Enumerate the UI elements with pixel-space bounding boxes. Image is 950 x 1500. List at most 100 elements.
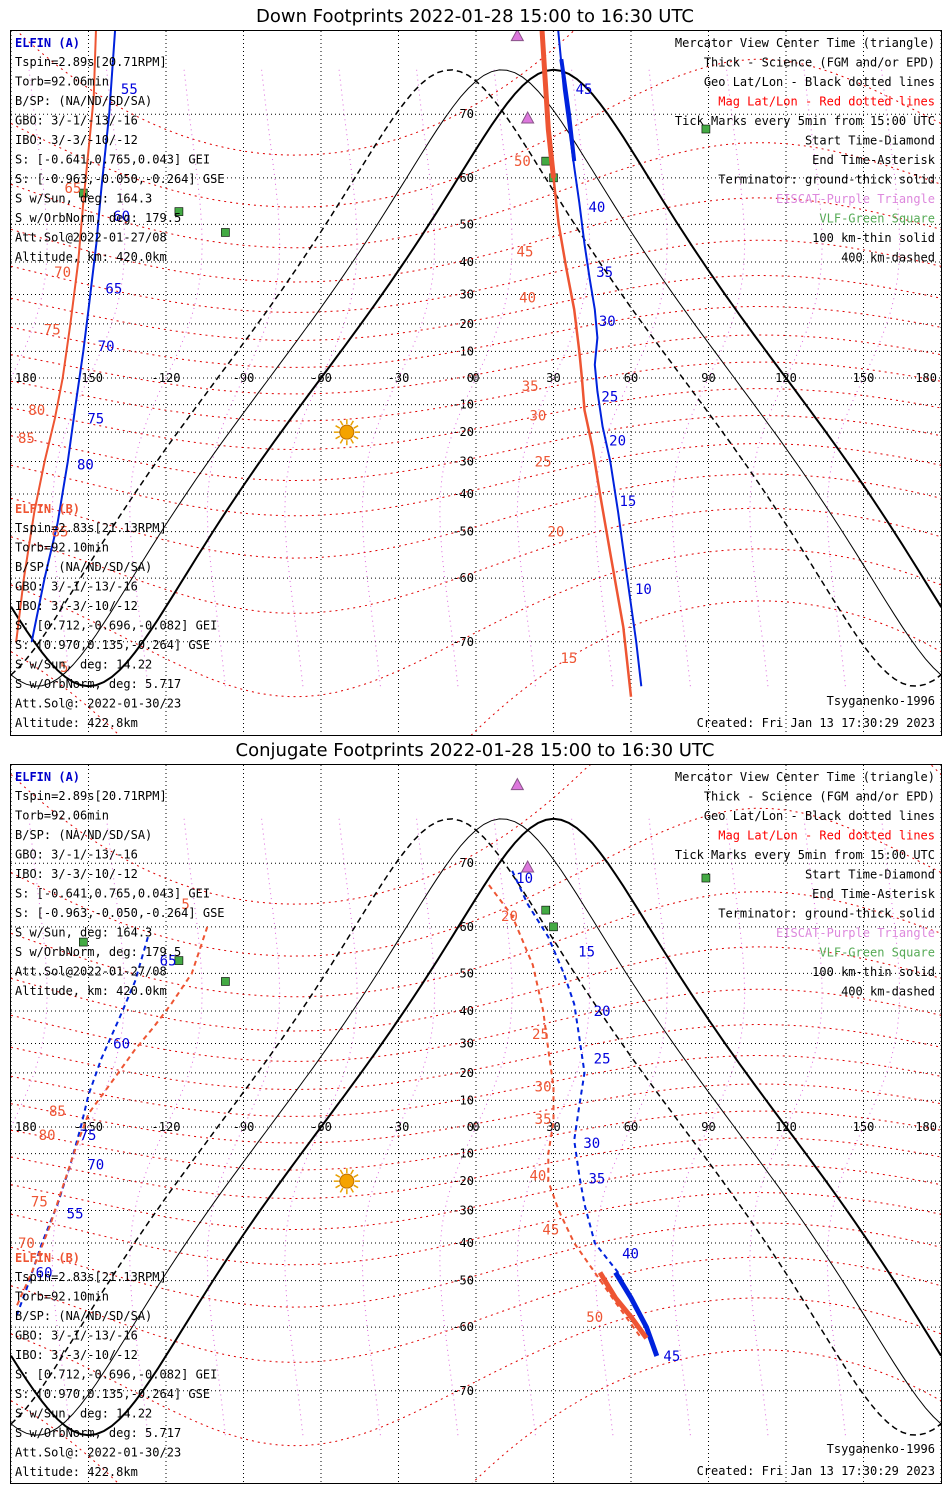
lat-tick-label: -30 (452, 1203, 474, 1217)
vlf-square-icon (174, 956, 184, 965)
vlf-square-icon (221, 977, 230, 986)
legend-entry: Thick - Science (FGM and/or EPD) (704, 56, 935, 70)
mag-lon-line (594, 818, 668, 1436)
track-a-time-label: 65 (105, 281, 122, 297)
mag-lon-line (671, 818, 746, 1436)
legend-entry: Terminator: ground-thick solid (718, 173, 935, 187)
track-a-time-label: 75 (87, 411, 104, 427)
lat-tick-label: 40 (460, 255, 474, 269)
lat-tick-label: -30 (452, 454, 474, 468)
created-label: Created: Fri Jan 13 17:30:29 2023 (697, 716, 935, 730)
sat-a-info-line: B/SP: (NA/ND/SD/SA) (15, 94, 152, 108)
sat-b-info-line: GBO: 3/-1/-13/-16 (15, 1329, 138, 1343)
lat-tick-label: 0 (467, 371, 474, 385)
sun-ray (335, 1174, 341, 1178)
track-a-time-label: 15 (620, 494, 637, 510)
terminator-ground (10, 817, 942, 1437)
sat-b-info-line: S w/OrbNorm, deg: 5.717 (15, 677, 181, 691)
sun-ray (350, 1187, 354, 1193)
mag-lon-line (129, 818, 203, 1436)
track-a-time-label: 20 (609, 434, 626, 450)
terminator-400km (10, 69, 942, 687)
sun-icon (339, 424, 355, 440)
track-b-time-label: 50 (586, 1310, 603, 1326)
legend-entry: Geo Lat/Lon - Black dotted lines (704, 809, 935, 823)
track-a-west (30, 0, 119, 642)
sat-b-info-line: Torb=92.10min (15, 1290, 109, 1304)
track-b-time-label: 20 (501, 909, 518, 925)
track-a-time-label: 35 (589, 1171, 606, 1187)
track-a-east-science (613, 1271, 660, 1357)
sun-icon (339, 1173, 355, 1189)
track-b-time-label: 80 (28, 403, 45, 419)
panel-1-title: Down Footprints 2022-01-28 15:00 to 16:3… (256, 6, 694, 27)
mag-lon-line (361, 69, 436, 687)
sat-a-info-line: Tspin=2.89s[20.71RPM] (15, 55, 167, 69)
lat-tick-label: -50 (452, 1274, 474, 1288)
track-b-time-label: 35 (522, 379, 539, 395)
lat-tick-label: 70 (460, 107, 474, 121)
track-a-time-label: 55 (67, 1207, 84, 1223)
mag-lat-line (10, 891, 942, 998)
track-a-time-label: 60 (113, 1037, 130, 1053)
sat-b-info-line: IBO: 3/-3/-10/-12 (15, 1348, 138, 1362)
lat-tick-label: 70 (460, 856, 474, 870)
lat-tick-label: -60 (452, 571, 474, 585)
mag-lat-line (10, 473, 942, 559)
sun-ray (339, 1187, 344, 1193)
mag-lon-line (206, 818, 281, 1436)
eiscat-triangle-icon (510, 28, 525, 42)
lat-tick-label: -40 (452, 1236, 474, 1250)
track-a-time-label: 55 (121, 82, 138, 98)
lat-tick-label: 60 (460, 171, 474, 185)
legend-entry: End Time-Asterisk (812, 153, 936, 167)
lon-tick-label: 180 (15, 371, 37, 385)
panel-down-footprints: 70 60 50 40 30 20 10 0 -10 -20 -30 -40 -50 -60 -70 180-… (0, 0, 942, 749)
mag-lon-line (51, 818, 126, 1436)
sat-a-info-line: Att.Sol@2022-01-27/08 (15, 231, 167, 245)
map-plot-conjugate: 706050403020100-10-20-30-40-50-60-70180-… (0, 756, 942, 1498)
lat-tick-label: 10 (460, 1093, 474, 1107)
sat-b-info-line: Att.Sol@: 2022-01-30/23 (15, 697, 181, 711)
sat-a-name: ELFIN (A) (15, 770, 80, 784)
mag-lat-line (10, 58, 942, 208)
sat-a-info-line: Altitude, km: 420.0km (15, 250, 167, 264)
mag-lat-line (10, 1222, 942, 1308)
track-a-time-label: 60 (36, 1266, 53, 1282)
sat-b-info-line: GBO: 3/-1/-13/-16 (15, 580, 138, 594)
track-b-time-label: 70 (54, 265, 71, 281)
sat-b-info-line: S: [0.970,0.135,-0.264] GSE (15, 638, 210, 652)
mag-lat-line (10, 600, 942, 749)
lat-tick-label: 10 (460, 344, 474, 358)
legend-entry: 400 km-dashed (841, 985, 935, 999)
track-a-time-label: 40 (589, 200, 606, 216)
track-b-time-label: 70 (18, 1236, 35, 1252)
sun-ray (335, 1184, 341, 1189)
mag-lon-line (516, 69, 591, 687)
track-b-east-science (597, 1271, 649, 1340)
track-a-time-label: 70 (87, 1158, 104, 1174)
eiscat-triangle-icon (520, 860, 535, 873)
mag-lon-line (206, 69, 281, 687)
mag-lat-line (10, 1349, 942, 1498)
lon-tick-label: 180 (915, 1120, 937, 1134)
track-b-east (488, 884, 643, 1339)
mag-lon-line (0, 69, 48, 403)
lat-tick-label: 0 (467, 1120, 474, 1134)
track-b-time-label: 40 (529, 1169, 546, 1185)
mag-lon-line (826, 69, 901, 687)
sat-b-info-line: S w/Sun, deg: 14.22 (15, 658, 152, 672)
lat-tick-label: 20 (460, 317, 474, 331)
lon-tick-label: 180 (15, 1120, 37, 1134)
track-a-time-label: 35 (596, 265, 613, 281)
legend-entry: Tick Marks every 5min from 15:00 UTC (675, 114, 935, 128)
vlf-square-icon (221, 228, 230, 237)
track-a-time-label: 30 (583, 1136, 600, 1152)
mag-lon-line (439, 69, 513, 687)
vlf-square-icon (541, 156, 551, 166)
track-a-time-label: 75 (80, 1128, 97, 1144)
track-b-time-label: 85 (18, 431, 35, 447)
map-plot-down: 706050403020100-10-20-30-40-50-60-70180-… (0, 0, 942, 749)
track-b-time-label: 45 (517, 244, 534, 260)
legend-entry: Mag Lat/Lon - Red dotted lines (718, 95, 935, 109)
